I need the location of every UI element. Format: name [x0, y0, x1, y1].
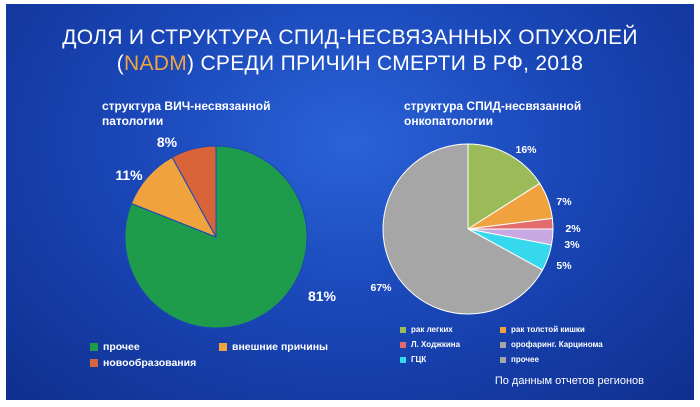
title-rest: ) СРЕДИ ПРИЧИН СМЕРТИ В РФ, 2018	[187, 52, 584, 75]
title-paren: (	[116, 52, 124, 75]
legend2-item-lung: рак легких	[400, 325, 453, 334]
pie-percent-label: 81%	[308, 288, 337, 304]
legend1-item-neoplasms: новообразования	[90, 357, 196, 369]
legend2-label: ГЦК	[411, 355, 427, 364]
legend1-item-other: прочее	[90, 341, 140, 353]
legend2-label: рак легких	[411, 325, 453, 334]
legend1-item-external: внешние причины	[219, 341, 328, 353]
legend2-label: рак толстой кишки	[511, 325, 585, 334]
pie-percent-label: 67%	[370, 282, 392, 294]
legend2-label: орофаринг. Карцинома	[511, 340, 603, 349]
pie-slice	[171, 145, 217, 238]
pie-percent-label: 16%	[515, 144, 537, 156]
chart1-title-line2: патологии	[102, 114, 164, 128]
pie-percent-label: 8%	[157, 134, 178, 150]
legend2-label: Л. Ходжкина	[411, 340, 461, 349]
pie-slice	[467, 143, 541, 230]
legend1-label: внешние причины	[232, 341, 329, 353]
legend1-swatch	[90, 359, 98, 367]
legend1-swatch	[90, 343, 98, 351]
title-accent-nadm: NADM	[124, 52, 188, 75]
chart2-title-line2: онкопатологии	[404, 114, 493, 128]
legend2-item-hcc: ГЦК	[400, 355, 426, 364]
legend2-swatch	[400, 326, 406, 333]
legend2-item-hodgkin: Л. Ходжкина	[400, 340, 460, 349]
pie-percent-label: 3%	[564, 239, 580, 251]
chart2-pie: 16% 7% 2% 3% 5% 67%	[370, 143, 581, 315]
chart2-title-line1: структура СПИД-несвязанной	[404, 99, 582, 113]
pie-percent-label: 2%	[565, 223, 581, 235]
slide-title-line2: (NADM) СРЕДИ ПРИЧИН СМЕРТИ В РФ, 2018	[6, 52, 694, 76]
source-note: По данным отчетов регионов	[494, 375, 644, 387]
legend1-swatch	[219, 343, 227, 351]
chart1-title: структура ВИЧ-несвязанной патологии	[102, 99, 271, 129]
pie-percent-label: 11%	[115, 167, 143, 183]
chart2-title: структура СПИД-несвязанной онкопатологии	[404, 99, 581, 129]
slide: ДОЛЯ И СТРУКТУРА СПИД-НЕСВЯЗАННЫХ ОПУХОЛ…	[6, 4, 694, 400]
legend2-item-colon: рак толстой кишки	[500, 325, 585, 334]
legend2-swatch	[400, 356, 406, 363]
legend2-swatch	[500, 341, 506, 348]
legend2-swatch	[500, 356, 506, 363]
legend2-swatch	[400, 341, 406, 348]
legend2-swatch	[500, 326, 506, 333]
legend2-label: прочее	[511, 355, 539, 364]
chart1-pie: 81% 11% 8%	[115, 134, 337, 329]
legend2-item-oropharyngeal: орофаринг. Карцинома	[500, 340, 603, 349]
pie-slice	[382, 143, 544, 315]
legend2-item-other: прочее	[500, 355, 539, 364]
pie-percent-label: 7%	[556, 196, 572, 208]
legend1-label: новообразования	[103, 357, 197, 369]
slide-title-line1: ДОЛЯ И СТРУКТУРА СПИД-НЕСВЯЗАННЫХ ОПУХОЛ…	[62, 26, 638, 49]
chart1-title-line1: структура ВИЧ-несвязанной	[102, 99, 271, 113]
legend1-label: прочее	[103, 341, 140, 353]
pie-percent-label: 5%	[556, 260, 572, 272]
